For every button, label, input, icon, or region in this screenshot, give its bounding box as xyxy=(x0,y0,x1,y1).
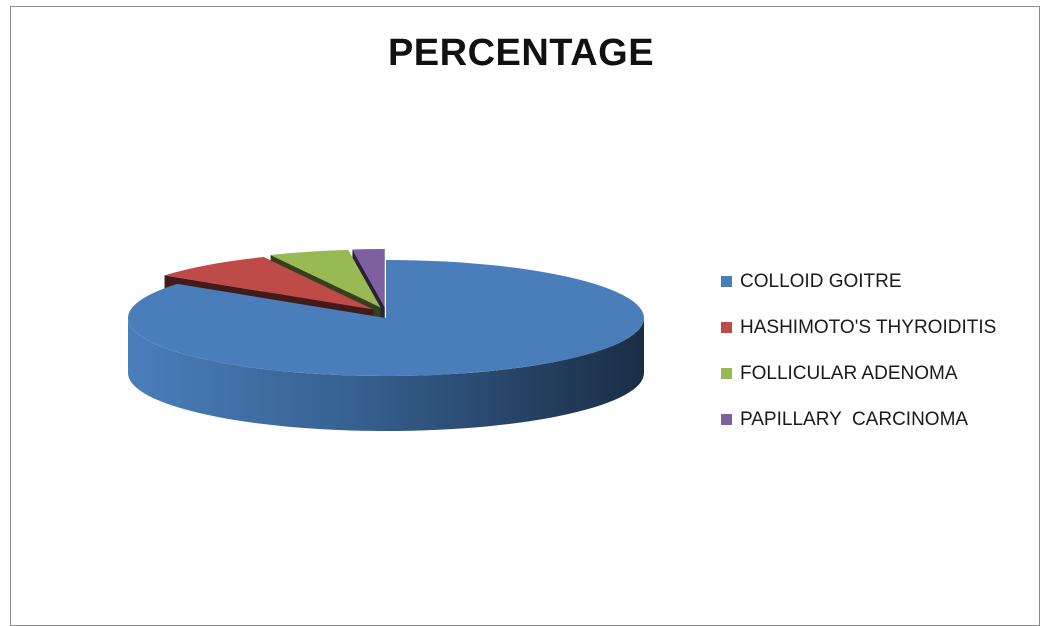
legend-swatch xyxy=(721,276,732,287)
legend-label: HASHIMOTO'S THYROIDITIS xyxy=(740,316,997,338)
legend-swatch xyxy=(721,414,732,425)
legend-swatch xyxy=(721,322,732,333)
chart-legend: COLLOID GOITRE HASHIMOTO'S THYROIDITIS FOL… xyxy=(721,268,996,452)
legend-item: PAPILLARY CARCINOMA xyxy=(721,406,996,433)
legend-label: PAPILLARY CARCINOMA xyxy=(740,408,969,430)
pie-chart xyxy=(128,249,645,431)
legend-item: FOLLICULAR ADENOMA xyxy=(721,360,996,387)
legend-item: COLLOID GOITRE xyxy=(721,268,996,295)
legend-label: COLLOID GOITRE xyxy=(740,270,902,292)
chart-title: PERCENTAGE xyxy=(387,32,655,74)
legend-label: FOLLICULAR ADENOMA xyxy=(740,362,958,384)
legend-item: HASHIMOTO'S THYROIDITIS xyxy=(721,314,996,341)
pie-slice-colloid-goitre xyxy=(128,260,645,431)
legend-swatch xyxy=(721,368,732,379)
